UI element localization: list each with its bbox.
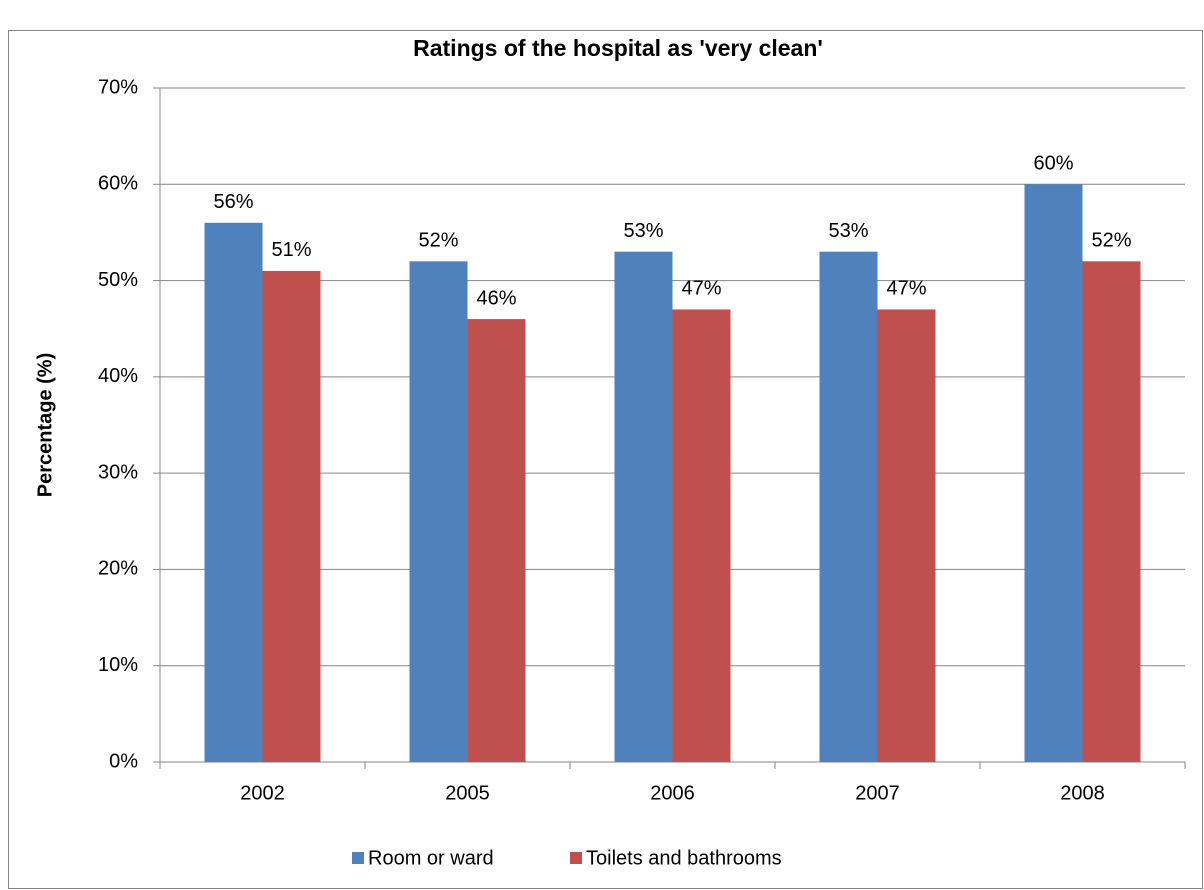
data-label: 56% [213,191,253,213]
data-label: 46% [476,287,516,309]
bar [877,309,936,762]
chart-title: Ratings of the hospital as 'very clean' [413,35,823,61]
y-tick-label: 30% [98,461,138,483]
bar [262,270,321,762]
legend-label: Room or ward [368,847,494,869]
chart-border [8,30,1203,889]
data-label: 52% [418,230,458,252]
y-tick-label: 50% [98,269,138,291]
bar [819,251,878,762]
data-label: 52% [1091,230,1131,252]
data-label: 47% [681,278,721,300]
y-tick-label: 0% [109,750,138,772]
bar [409,261,468,762]
data-label: 60% [1033,153,1073,175]
legend-label: Toilets and bathrooms [586,847,782,869]
x-tick-label: 2002 [240,782,285,804]
x-tick-label: 2006 [650,782,695,804]
x-tick-label: 2008 [1060,782,1105,804]
data-label: 53% [828,220,868,242]
bar [1024,184,1083,763]
bar [204,222,263,763]
bar [467,319,526,762]
bar [1082,261,1141,762]
x-tick-label: 2007 [855,782,900,804]
y-tick-label: 40% [98,365,138,387]
legend-swatch [570,852,582,864]
y-tick-label: 10% [98,654,138,676]
data-label: 51% [271,239,311,261]
y-tick-label: 60% [98,173,138,195]
bar [672,309,731,762]
y-axis-label: Percentage (%) [34,353,56,498]
y-tick-label: 20% [98,558,138,580]
legend-swatch [352,852,364,864]
data-label: 47% [886,278,926,300]
data-label: 53% [623,220,663,242]
x-tick-label: 2005 [445,782,490,804]
bar [614,251,673,762]
y-tick-label: 70% [98,76,138,98]
